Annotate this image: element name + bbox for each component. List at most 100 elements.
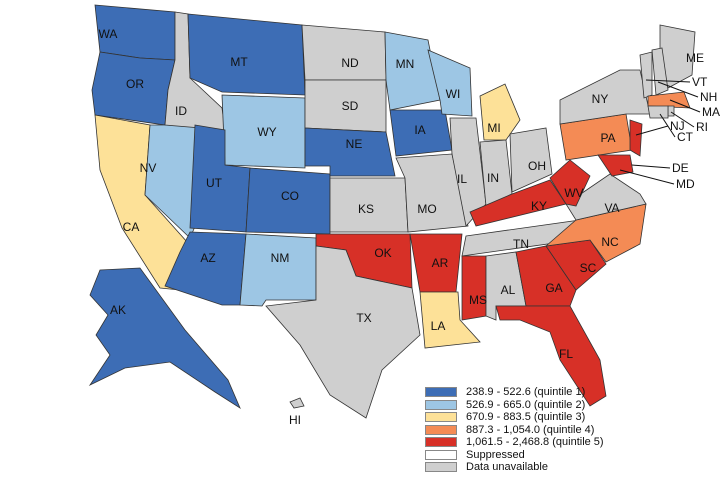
state-label-ga: GA (545, 281, 562, 295)
state-label-mt: MT (230, 55, 248, 69)
state-label-ar: AR (432, 256, 449, 270)
state-label-nj: NJ (670, 119, 685, 133)
state-label-la: LA (431, 319, 446, 333)
legend-item: Suppressed (425, 449, 604, 462)
state-label-in: IN (487, 171, 499, 185)
leader-line (670, 111, 695, 128)
state-label-wa: WA (99, 27, 118, 41)
state-label-me: ME (686, 51, 704, 65)
leader-line (619, 169, 675, 185)
state-label-ak: AK (110, 303, 126, 317)
state-label-tx: TX (356, 311, 371, 325)
state-nm (239, 233, 317, 307)
leader-line (657, 81, 699, 98)
state-mn (384, 31, 441, 111)
state-wv (549, 159, 591, 207)
legend-item: 670.9 - 883.5 (quintile 3) (425, 411, 604, 424)
legend-item: 1,061.5 - 2,468.8 (quintile 5) (425, 436, 604, 449)
legend-label: 1,061.5 - 2,468.8 (quintile 5) (466, 436, 604, 449)
state-label-oh: OH (528, 159, 546, 173)
state-vt (639, 51, 653, 99)
state-ne (304, 127, 396, 177)
state-label-ma: MA (702, 105, 720, 119)
state-label-hi: HI (289, 413, 301, 427)
state-label-wv: WV (564, 186, 583, 200)
legend-swatch (425, 424, 457, 435)
legend-swatch (425, 387, 457, 398)
legend-label: 670.9 - 883.5 (quintile 3) (466, 411, 586, 424)
state-fl (495, 305, 607, 407)
leader-line (659, 113, 676, 138)
state-label-al: AL (501, 283, 516, 297)
state-label-or: OR (126, 77, 144, 91)
legend-swatch (425, 412, 457, 423)
state-nd (301, 24, 387, 81)
state-label-de: DE (672, 161, 689, 175)
state-label-nc: NC (601, 235, 619, 249)
state-md (597, 154, 634, 177)
leader-line (631, 164, 671, 169)
state-label-nd: ND (341, 56, 359, 70)
legend-item: Data unavailable (425, 461, 604, 474)
state-label-ct: CT (677, 130, 694, 144)
state-label-wi: WI (446, 87, 461, 101)
legend-label: 526.9 - 665.0 (quintile 2) (466, 398, 586, 411)
state-ga (515, 245, 577, 307)
state-ms (461, 255, 487, 321)
state-label-ky: KY (531, 199, 547, 213)
state-ri (667, 105, 675, 117)
state-label-tn: TN (513, 237, 529, 251)
state-ky (469, 179, 567, 227)
legend-item: 526.9 - 665.0 (quintile 2) (425, 399, 604, 412)
state-label-mo: MO (417, 202, 436, 216)
state-mo (395, 153, 469, 233)
state-ak (88, 267, 241, 410)
state-label-va: VA (604, 201, 619, 215)
state-label-nh: NH (700, 90, 717, 104)
state-va (565, 173, 647, 221)
leader-line (635, 125, 669, 136)
state-label-sd: SD (342, 99, 359, 113)
state-label-ut: UT (206, 176, 223, 190)
state-label-id: ID (175, 104, 187, 118)
state-la (419, 291, 481, 349)
state-oh (509, 127, 553, 193)
state-label-nm: NM (271, 251, 290, 265)
state-label-wy: WY (257, 125, 276, 139)
state-label-ia: IA (414, 123, 425, 137)
state-hi (289, 397, 305, 409)
state-mi (479, 83, 521, 141)
leader-line (645, 79, 691, 83)
legend-label: 238.9 - 522.6 (quintile 1) (466, 386, 586, 399)
state-label-co: CO (281, 189, 299, 203)
state-tx (265, 245, 421, 419)
legend-swatch (425, 462, 457, 473)
state-label-ok: OK (374, 246, 391, 260)
legend: 238.9 - 522.6 (quintile 1) 526.9 - 665.0… (425, 386, 604, 474)
state-ct (647, 105, 669, 119)
legend-label: Suppressed (466, 448, 525, 461)
legend-swatch (425, 437, 457, 448)
state-nj (629, 119, 643, 157)
legend-label: 887.3 - 1,054.0 (quintile 4) (466, 423, 595, 436)
state-label-md: MD (676, 177, 695, 191)
state-label-mn: MN (396, 57, 415, 71)
state-label-ms: MS (469, 293, 487, 307)
leader-line (669, 99, 701, 113)
state-label-nv: NV (140, 161, 157, 175)
state-label-mi: MI (487, 121, 500, 135)
state-label-ks: KS (358, 202, 374, 216)
legend-label: Data unavailable (466, 461, 548, 474)
state-label-ri: RI (696, 120, 708, 134)
legend-item: 238.9 - 522.6 (quintile 1) (425, 386, 604, 399)
legend-item: 887.3 - 1,054.0 (quintile 4) (425, 424, 604, 437)
state-wi (427, 49, 473, 117)
state-label-ny: NY (592, 92, 609, 106)
state-label-sc: SC (580, 261, 597, 275)
legend-swatch (425, 449, 457, 460)
state-label-ne: NE (346, 137, 363, 151)
state-label-pa: PA (600, 131, 615, 145)
state-label-fl: FL (559, 347, 573, 361)
state-label-il: IL (457, 172, 467, 186)
